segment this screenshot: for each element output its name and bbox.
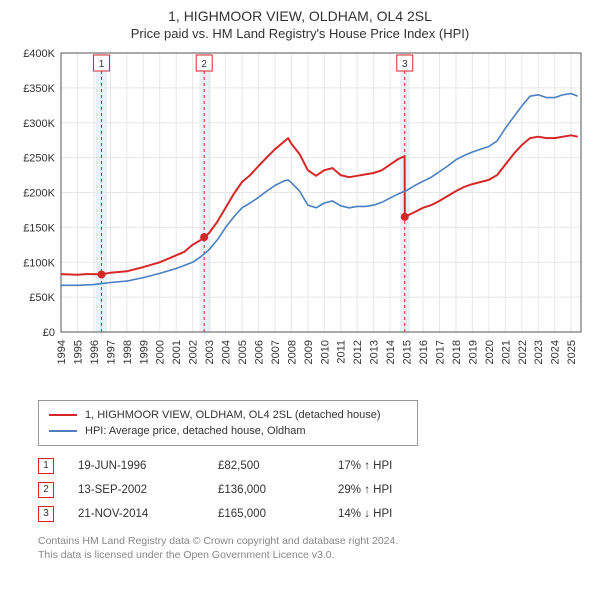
svg-text:1: 1 (99, 59, 105, 70)
transaction-price: £165,000 (218, 502, 338, 526)
transaction-date: 13-SEP-2002 (78, 478, 218, 502)
svg-text:2005: 2005 (237, 340, 249, 364)
svg-text:2015: 2015 (402, 340, 414, 364)
svg-text:2001: 2001 (171, 340, 183, 364)
svg-text:2016: 2016 (418, 340, 430, 364)
svg-text:2008: 2008 (286, 340, 298, 364)
svg-text:2012: 2012 (352, 340, 364, 364)
svg-text:2023: 2023 (533, 340, 545, 364)
svg-text:3: 3 (402, 59, 408, 70)
chart-title: 1, HIGHMOOR VIEW, OLDHAM, OL4 2SL (10, 8, 590, 24)
svg-text:1995: 1995 (72, 340, 84, 364)
svg-text:2003: 2003 (204, 340, 216, 364)
transactions-table: 1 19-JUN-1996£82,50017% ↑ HPI 2 13-SEP-2002… (38, 454, 578, 526)
svg-text:2025: 2025 (566, 340, 578, 364)
chart-subtitle: Price paid vs. HM Land Registry's House … (10, 26, 590, 41)
chart-plot-area: £0 £50K £100K £150K £200K £250K £300K £350K £400… (15, 47, 585, 392)
svg-text:2022: 2022 (517, 340, 529, 364)
svg-text:2017: 2017 (434, 340, 446, 364)
svg-text:1998: 1998 (122, 340, 134, 364)
transaction-row: 1 19-JUN-1996£82,50017% ↑ HPI (38, 454, 578, 478)
svg-text:£350K: £350K (23, 83, 55, 95)
transaction-badge: 2 (38, 482, 54, 498)
svg-text:2018: 2018 (451, 340, 463, 364)
svg-text:2011: 2011 (336, 340, 348, 364)
legend-swatch (49, 414, 77, 416)
transaction-delta: 29% ↑ HPI (338, 478, 458, 502)
svg-text:2020: 2020 (484, 340, 496, 364)
legend-label: HPI: Average price, detached house, Oldh… (85, 423, 306, 439)
svg-text:1996: 1996 (89, 340, 101, 364)
svg-text:2021: 2021 (500, 340, 512, 364)
svg-text:2006: 2006 (253, 340, 265, 364)
svg-text:£250K: £250K (23, 153, 55, 165)
svg-text:£400K: £400K (23, 48, 55, 60)
credits: Contains HM Land Registry data © Crown c… (38, 534, 578, 562)
legend-item: 1, HIGHMOOR VIEW, OLDHAM, OL4 2SL (detac… (49, 407, 407, 423)
credits-line: This data is licensed under the Open Gov… (38, 548, 578, 562)
line-chart-svg: £0 £50K £100K £150K £200K £250K £300K £350K £400… (15, 47, 585, 392)
svg-text:£50K: £50K (29, 292, 55, 304)
svg-text:1994: 1994 (56, 340, 68, 364)
transaction-delta: 14% ↓ HPI (338, 502, 458, 526)
svg-text:£150K: £150K (23, 222, 55, 234)
svg-text:2: 2 (201, 59, 207, 70)
svg-text:2010: 2010 (319, 340, 331, 364)
svg-text:2009: 2009 (303, 340, 315, 364)
transaction-date: 19-JUN-1996 (78, 454, 218, 478)
legend-swatch (49, 430, 77, 432)
svg-text:1999: 1999 (138, 340, 150, 364)
svg-text:2024: 2024 (550, 340, 562, 364)
svg-text:2007: 2007 (270, 340, 282, 364)
legend: 1, HIGHMOOR VIEW, OLDHAM, OL4 2SL (detac… (38, 400, 418, 446)
svg-text:£200K: £200K (23, 188, 55, 200)
chart-container: 1, HIGHMOOR VIEW, OLDHAM, OL4 2SL Price … (0, 0, 600, 590)
svg-text:2000: 2000 (155, 340, 167, 364)
svg-text:£300K: £300K (23, 118, 55, 130)
transaction-price: £136,000 (218, 478, 338, 502)
transaction-date: 21-NOV-2014 (78, 502, 218, 526)
transaction-delta: 17% ↑ HPI (338, 454, 458, 478)
credits-line: Contains HM Land Registry data © Crown c… (38, 534, 578, 548)
legend-label: 1, HIGHMOOR VIEW, OLDHAM, OL4 2SL (detac… (85, 407, 380, 423)
svg-text:1997: 1997 (105, 340, 117, 364)
svg-text:2004: 2004 (221, 340, 233, 364)
transaction-badge: 3 (38, 506, 54, 522)
transaction-row: 3 21-NOV-2014£165,00014% ↓ HPI (38, 502, 578, 526)
svg-text:£100K: £100K (23, 257, 55, 269)
legend-item: HPI: Average price, detached house, Oldh… (49, 423, 407, 439)
svg-text:£0: £0 (43, 327, 55, 339)
svg-text:2019: 2019 (467, 340, 479, 364)
svg-text:2014: 2014 (385, 340, 397, 364)
transaction-price: £82,500 (218, 454, 338, 478)
transaction-badge: 1 (38, 458, 54, 474)
svg-text:2013: 2013 (369, 340, 381, 364)
svg-text:2002: 2002 (188, 340, 200, 364)
transaction-row: 2 13-SEP-2002£136,00029% ↑ HPI (38, 478, 578, 502)
